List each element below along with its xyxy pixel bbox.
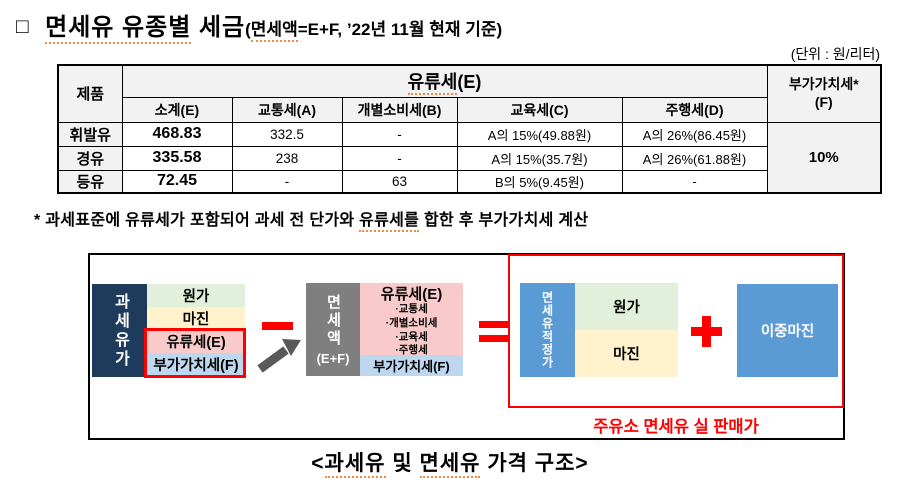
- diesel-education-tax: A의 15%(35.7원): [456, 145, 623, 171]
- taxed-fuel-price-text: 과세유가: [111, 292, 129, 369]
- fuel-tax-word: 유류세: [407, 72, 458, 96]
- kerosene-subtotal: 72.45: [121, 169, 233, 193]
- caption-close: 가격 구조>: [480, 452, 589, 475]
- retail-price-caption: 주유소 면세유 실 판매가: [593, 418, 759, 436]
- taxed-vat-cell: 부가가치세(F): [147, 353, 245, 376]
- fair-exempt-price-label: 면세유적정가: [520, 283, 575, 377]
- gasoline-subtotal: 468.83: [121, 121, 233, 147]
- diesel-consumption-tax: -: [341, 145, 458, 171]
- col-header-education-tax: 교육세(C): [456, 96, 623, 123]
- figure-caption: <과세유 및 면세유 가격 구조>: [0, 447, 900, 478]
- title-main-rest: 세금: [191, 14, 246, 41]
- row-label-gasoline: 휘발유: [57, 121, 123, 147]
- gasoline-driving-tax: A의 26%(86.45원): [621, 121, 768, 147]
- fair-exempt-price-text: 면세유적정가: [540, 291, 554, 369]
- gasoline-transport-tax: 332.5: [231, 121, 343, 147]
- taxed-fuel-price-label: 과세유가: [92, 284, 147, 377]
- title-paren-rest: =E+F, ’22년 11월 현재 기준): [297, 20, 503, 39]
- kerosene-education-tax: B의 5%(9.45원): [456, 169, 623, 193]
- equals-icon: [479, 321, 508, 342]
- minus-icon: [262, 322, 293, 330]
- fair-margin-cell: 마진: [575, 330, 678, 377]
- fair-cost-cell: 원가: [575, 283, 678, 330]
- exempt-amount-label: 면세액 (E+F): [306, 283, 360, 376]
- col-header-product: 제품: [57, 64, 123, 123]
- exempt-fuel-tax-title: 유류세(E): [380, 286, 443, 303]
- plus-icon: [691, 316, 722, 347]
- taxed-fuel-stack: 원가 마진 유류세(E) 부가가치세(F): [147, 284, 245, 376]
- diesel-driving-tax: A의 26%(61.88원): [621, 145, 768, 171]
- title-paren-underlined: 면세액: [250, 20, 298, 42]
- footnote-pre: * 과세표준에 유류세가 포함되어 과세 전 단가와: [34, 212, 360, 229]
- kerosene-transport-tax: -: [231, 169, 343, 193]
- caption-taxed-word: 과세유: [324, 452, 386, 478]
- taxed-cost-cell: 원가: [147, 284, 245, 307]
- fuel-tax-table: 제품 유류세(E) 부가가치세* (F) 소계(E) 교통세(A) 개별소비세(…: [57, 64, 883, 194]
- col-header-transport-tax: 교통세(A): [231, 96, 343, 123]
- diesel-transport-tax: 238: [231, 145, 343, 171]
- double-margin-box: 이중마진: [737, 284, 838, 377]
- kerosene-driving-tax: -: [621, 169, 768, 193]
- title-square-bullet-icon: □: [16, 15, 29, 38]
- footnote: * 과세표준에 유류세가 포함되어 과세 전 단가와 유류세를 합한 후 부가가…: [34, 206, 589, 232]
- table-row-kerosene: 등유 72.45 - 63 B의 5%(9.45원) -: [57, 169, 881, 193]
- gasoline-education-tax: A의 15%(49.88원): [456, 121, 623, 147]
- caption-mid: 및: [385, 452, 420, 475]
- exempt-fuel-tax-cell: 유류세(E) ·교통세 ·개별소비세 ·교육세 ·주행세: [360, 283, 463, 357]
- retail-price-red-box: [508, 254, 844, 408]
- row-label-diesel: 경유: [57, 145, 123, 171]
- arrow-up-right-icon: [257, 339, 301, 373]
- col-header-consumption-tax: 개별소비세(B): [341, 96, 458, 123]
- title-main-underlined: 면세유 유종별: [45, 14, 192, 44]
- col-header-vat: 부가가치세* (F): [766, 64, 882, 123]
- col-header-fuel-tax-group: 유류세(E): [121, 64, 768, 98]
- vat-rate-cell: 10%: [766, 121, 882, 193]
- kerosene-consumption-tax: 63: [341, 169, 458, 193]
- exempt-amount-formula: (E+F): [316, 350, 350, 366]
- gasoline-consumption-tax: -: [341, 121, 458, 147]
- exempt-fuel-tax-items: ·교통세 ·개별소비세 ·교육세 ·주행세: [385, 303, 438, 357]
- fuel-tax-suffix: (E): [457, 72, 482, 93]
- footnote-post: 합한 후 부가가치세 계산: [419, 212, 589, 229]
- price-structure-diagram: 과세유가 원가 마진 유류세(E) 부가가치세(F) 면세액 (E+F) 유류세…: [88, 253, 845, 440]
- unit-note: (단위 : 원/리터): [790, 46, 880, 62]
- caption-exempt-word: 면세유: [419, 452, 481, 478]
- taxed-margin-cell: 마진: [147, 307, 245, 330]
- vat-header-line1: 부가가치세*: [788, 76, 859, 93]
- table-row-diesel: 경유 335.58 238 - A의 15%(35.7원) A의 26%(61.…: [57, 145, 881, 171]
- taxed-fuel-tax-cell: 유류세(E): [147, 330, 245, 353]
- caption-open: <: [311, 452, 325, 475]
- title-paren-open: (: [245, 20, 251, 39]
- row-label-kerosene: 등유: [57, 169, 123, 193]
- diesel-subtotal: 335.58: [121, 145, 233, 171]
- footnote-underlined: 유류세를: [359, 212, 420, 232]
- col-header-subtotal: 소계(E): [121, 96, 233, 123]
- exempt-vat-cell: 부가가치세(F): [360, 355, 463, 376]
- exempt-amount-text: 면세액: [324, 293, 342, 348]
- fair-price-stack: 원가 마진: [575, 283, 678, 377]
- page-title: □ 면세유 유종별 세금(면세액=E+F, ’22년 11월 현재 기준): [16, 7, 503, 44]
- table-row-gasoline: 휘발유 468.83 332.5 - A의 15%(49.88원) A의 26%…: [57, 121, 882, 193]
- vat-header-line2: (F): [814, 93, 833, 110]
- col-header-driving-tax: 주행세(D): [621, 96, 768, 123]
